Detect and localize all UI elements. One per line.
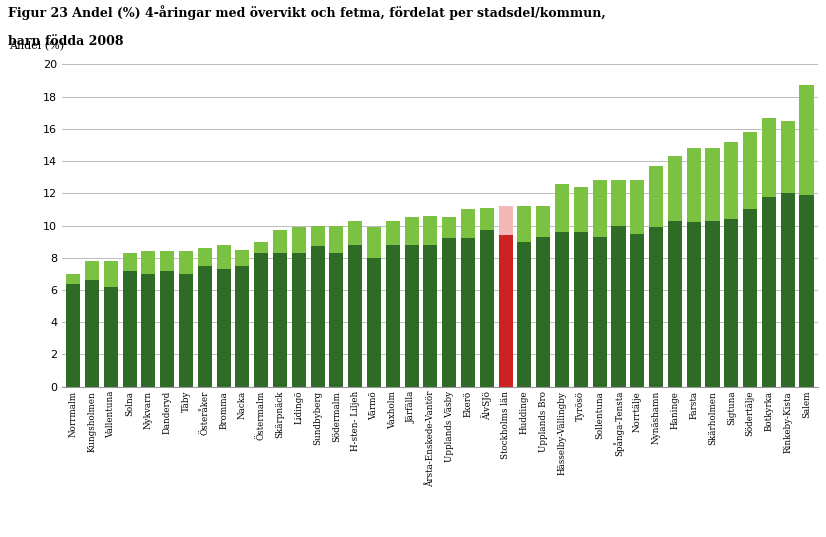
Bar bbox=[536, 206, 550, 237]
Bar bbox=[141, 274, 155, 387]
Bar bbox=[649, 166, 663, 227]
Bar bbox=[611, 180, 625, 226]
Bar bbox=[461, 238, 475, 387]
Bar bbox=[592, 180, 607, 237]
Bar bbox=[292, 253, 306, 387]
Bar bbox=[160, 271, 174, 387]
Bar bbox=[781, 193, 795, 387]
Bar bbox=[499, 206, 513, 235]
Bar bbox=[480, 208, 494, 230]
Bar bbox=[649, 227, 663, 387]
Bar bbox=[743, 132, 757, 209]
Bar bbox=[480, 230, 494, 387]
Bar bbox=[630, 180, 644, 234]
Bar bbox=[800, 195, 814, 387]
Bar bbox=[762, 197, 776, 387]
Bar bbox=[686, 148, 700, 222]
Bar bbox=[254, 253, 268, 387]
Bar bbox=[311, 246, 325, 387]
Bar bbox=[104, 261, 118, 287]
Bar bbox=[781, 121, 795, 193]
Bar bbox=[349, 245, 363, 387]
Bar bbox=[555, 232, 569, 387]
Bar bbox=[311, 226, 325, 246]
Bar bbox=[197, 266, 212, 387]
Bar bbox=[405, 245, 419, 387]
Bar bbox=[592, 237, 607, 387]
Bar bbox=[386, 221, 400, 245]
Bar bbox=[386, 245, 400, 387]
Bar bbox=[574, 232, 588, 387]
Bar bbox=[762, 118, 776, 197]
Bar bbox=[517, 206, 531, 242]
Bar bbox=[461, 209, 475, 238]
Bar bbox=[216, 269, 230, 387]
Bar bbox=[630, 234, 644, 387]
Bar bbox=[667, 156, 682, 221]
Text: Andel (%): Andel (%) bbox=[9, 41, 64, 52]
Bar bbox=[66, 274, 80, 284]
Bar bbox=[686, 222, 700, 387]
Bar bbox=[179, 251, 193, 274]
Bar bbox=[724, 219, 738, 387]
Bar bbox=[667, 221, 682, 387]
Bar bbox=[442, 217, 456, 238]
Bar bbox=[197, 248, 212, 266]
Bar bbox=[122, 271, 136, 387]
Bar bbox=[405, 217, 419, 245]
Bar bbox=[705, 221, 719, 387]
Bar bbox=[424, 245, 438, 387]
Bar bbox=[160, 251, 174, 271]
Bar bbox=[367, 227, 381, 258]
Bar bbox=[235, 266, 249, 387]
Bar bbox=[330, 253, 344, 387]
Bar bbox=[85, 280, 99, 387]
Bar bbox=[273, 253, 287, 387]
Bar bbox=[292, 227, 306, 253]
Bar bbox=[330, 226, 344, 253]
Bar bbox=[85, 261, 99, 280]
Bar bbox=[273, 230, 287, 253]
Bar bbox=[800, 85, 814, 195]
Bar bbox=[574, 187, 588, 232]
Bar bbox=[235, 250, 249, 266]
Bar bbox=[724, 142, 738, 219]
Bar bbox=[705, 148, 719, 221]
Bar bbox=[66, 284, 80, 387]
Bar bbox=[555, 184, 569, 232]
Text: barn födda 2008: barn födda 2008 bbox=[8, 35, 124, 48]
Text: Figur 23 Andel (%) 4-åringar med övervikt och fetma, fördelat per stadsdel/kommu: Figur 23 Andel (%) 4-åringar med övervik… bbox=[8, 5, 606, 20]
Bar bbox=[367, 258, 381, 387]
Bar bbox=[179, 274, 193, 387]
Bar bbox=[499, 235, 513, 387]
Bar bbox=[611, 226, 625, 387]
Bar bbox=[254, 242, 268, 253]
Bar bbox=[141, 251, 155, 274]
Bar bbox=[424, 216, 438, 245]
Bar bbox=[104, 287, 118, 387]
Bar bbox=[536, 237, 550, 387]
Bar bbox=[517, 242, 531, 387]
Bar bbox=[349, 221, 363, 245]
Bar bbox=[216, 245, 230, 269]
Bar bbox=[122, 253, 136, 271]
Bar bbox=[442, 238, 456, 387]
Bar bbox=[743, 209, 757, 387]
